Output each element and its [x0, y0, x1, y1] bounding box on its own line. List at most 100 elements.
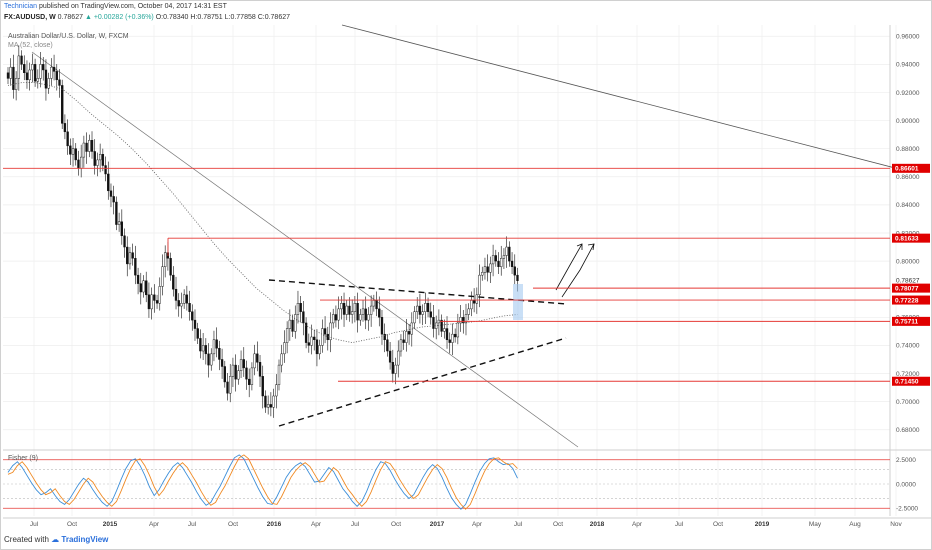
level-price-tag-label: 0.81633	[895, 235, 919, 242]
candle	[329, 322, 332, 341]
candle	[432, 317, 435, 329]
time-tick-label: 2018	[590, 521, 605, 528]
candle	[394, 364, 397, 374]
time-tick-label: Aug	[849, 521, 861, 528]
candle	[372, 300, 376, 307]
candle	[399, 339, 403, 352]
time-tick-label: Jul	[351, 521, 360, 528]
candle	[58, 79, 61, 86]
candle	[264, 395, 267, 408]
candle	[185, 294, 189, 304]
candle	[28, 69, 31, 81]
candle	[296, 303, 300, 315]
candle	[453, 333, 457, 338]
candle	[150, 294, 153, 310]
candle	[155, 300, 159, 304]
candle	[334, 314, 338, 321]
candle	[250, 367, 254, 385]
symbol-label: FX:AUDUSD, W	[4, 14, 56, 21]
candle	[172, 274, 175, 290]
candle	[494, 255, 497, 262]
time-tick-label: Oct	[713, 521, 723, 528]
candle	[486, 266, 489, 273]
time-tick-label: Apr	[472, 521, 483, 528]
candle	[115, 201, 118, 225]
time-tick-label: Apr	[311, 521, 322, 528]
candle	[310, 336, 313, 346]
time-tick-label: Oct	[553, 521, 563, 528]
candle	[340, 303, 343, 310]
candle	[418, 305, 422, 315]
candle	[139, 283, 142, 293]
level-price-tag-label: 0.75711	[895, 319, 919, 326]
candle	[369, 305, 373, 315]
candle	[367, 314, 370, 321]
candle	[405, 331, 408, 343]
candle	[421, 311, 424, 315]
candle	[93, 151, 96, 166]
candle	[318, 345, 321, 355]
change-value: +0.00282 (+0.36%)	[93, 14, 154, 21]
candle	[481, 272, 484, 276]
change-arrow: ▲	[84, 14, 92, 21]
candle	[17, 55, 21, 79]
candle	[283, 342, 286, 355]
long-term-downtrend-line	[341, 24, 896, 169]
candle	[429, 311, 432, 318]
candle	[218, 347, 221, 360]
level-price-tag	[892, 163, 930, 173]
candle	[323, 328, 327, 335]
tradingview-logo-icon: ☁	[51, 535, 60, 544]
last-price: 0.78627	[57, 14, 83, 21]
candle	[199, 338, 202, 352]
candle	[258, 362, 262, 377]
time-tick-label: Oct	[391, 521, 401, 528]
candle	[180, 303, 183, 307]
candle	[182, 294, 186, 304]
candle	[505, 246, 508, 256]
tradingview-brand[interactable]: TradingView	[61, 535, 109, 544]
candle	[126, 246, 129, 265]
level-price-tag	[892, 233, 930, 243]
time-tick-label: Jul	[514, 521, 523, 528]
candle	[337, 308, 340, 321]
candle	[164, 252, 167, 267]
candle	[497, 260, 500, 267]
projected-arrow-head	[587, 243, 595, 251]
candle	[513, 266, 516, 276]
projected-arrow-line	[555, 243, 583, 291]
candle	[109, 190, 113, 197]
candle	[231, 364, 235, 377]
candle	[239, 359, 243, 371]
level-price-tag	[892, 316, 930, 326]
candle	[342, 303, 346, 315]
candle	[123, 235, 126, 248]
candle	[426, 303, 430, 312]
time-tick-label: Jul	[188, 521, 197, 528]
candle	[52, 66, 56, 72]
candle	[307, 342, 310, 346]
candle	[350, 311, 354, 315]
candle	[112, 196, 115, 203]
candle	[356, 303, 359, 321]
candle	[237, 370, 240, 380]
author-link[interactable]: Technician	[4, 3, 38, 10]
candle	[321, 328, 324, 346]
descending-resistance-line	[31, 51, 579, 448]
created-with-text: Created with	[4, 535, 49, 544]
candle	[462, 317, 465, 324]
time-tick-label: Jul	[675, 521, 684, 528]
candle	[294, 314, 297, 332]
price-tick-label: 0.80000	[896, 258, 920, 265]
level-price-tag-label: 0.77228	[895, 297, 919, 304]
fisher-legend: Fisher (9)	[8, 455, 38, 462]
price-tick-label: 0.84000	[896, 202, 920, 209]
time-tick-label: 2017	[430, 521, 445, 528]
candle	[459, 317, 462, 324]
candle	[253, 353, 256, 369]
candle	[104, 165, 107, 175]
candle	[204, 345, 208, 355]
candle	[416, 305, 419, 312]
breakout-highlight-box	[513, 284, 523, 320]
